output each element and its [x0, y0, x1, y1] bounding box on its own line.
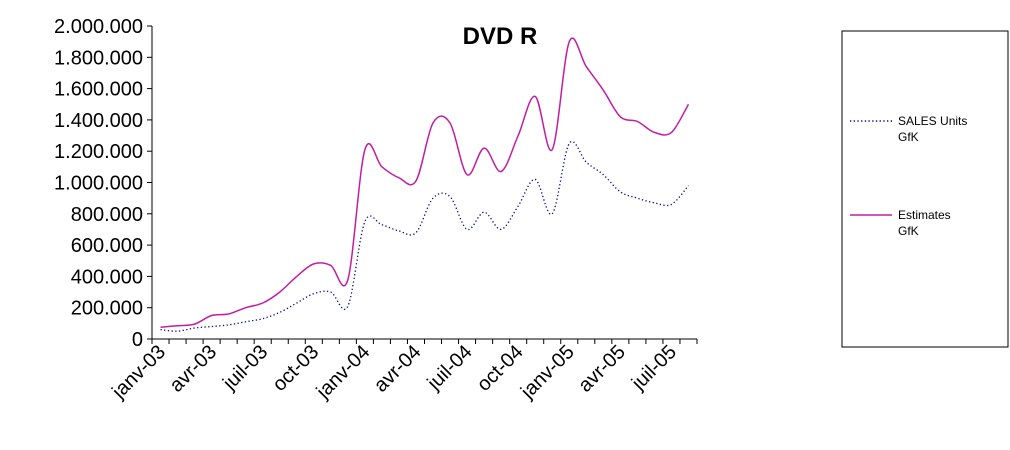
y-tick-label: 200.000: [71, 298, 143, 320]
chart-axes: [151, 26, 697, 340]
legend-label: GfK: [898, 224, 919, 238]
legend-label: SALES Units: [898, 114, 967, 128]
x-tick-label: juil-03: [218, 341, 272, 395]
x-tick-label: janv-05: [516, 341, 579, 404]
y-tick-label: 1.200.000: [54, 141, 143, 163]
y-tick-label: 600.000: [71, 235, 143, 257]
y-tick-label: 1.600.000: [54, 79, 143, 101]
legend: SALES Units GfK Estimates GfK: [841, 30, 1009, 348]
x-tick-label: juil-05: [627, 341, 681, 395]
y-tick-label: 1.800.000: [54, 47, 143, 69]
series-group: [160, 37, 690, 332]
x-tick-label: avr-03: [165, 341, 221, 397]
y-tick-label: 400.000: [71, 266, 143, 288]
x-tick-label: avr-05: [574, 341, 630, 397]
x-tick-label: juil-04: [423, 341, 477, 395]
y-tick-label: 1.000.000: [54, 173, 143, 195]
y-tick-label: 0: [132, 329, 143, 351]
x-tick-group: janv-03avr-03juil-03oct-03janv-04avr-04j…: [107, 339, 698, 404]
series-line-sales-units: [160, 140, 689, 332]
legend-items: SALES Units GfK Estimates GfK: [850, 114, 967, 238]
y-tick-label: 2.000.000: [54, 16, 143, 38]
series-line-estimates: [160, 37, 690, 329]
y-tick-group: 2.000.000 1.800.000 1.600.000 1.400.000 1.20…: [54, 16, 152, 351]
chart-title: DVD R: [463, 23, 538, 50]
x-tick-label: avr-04: [370, 341, 426, 397]
legend-box: [841, 30, 1009, 348]
x-tick-label: janv-04: [312, 341, 375, 404]
y-tick-label: 800.000: [71, 204, 143, 226]
y-tick-label: 1.400.000: [54, 110, 143, 132]
legend-label: Estimates: [898, 208, 951, 222]
legend-label: GfK: [898, 130, 919, 144]
